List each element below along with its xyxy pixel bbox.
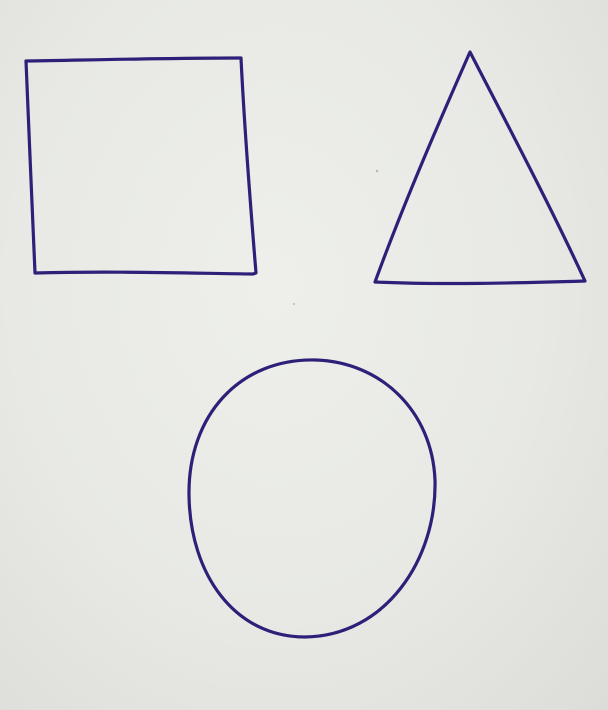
triangle-shape: [373, 50, 587, 286]
paper-speck: [293, 303, 295, 305]
paper-speck: [375, 169, 379, 173]
circle-shape: [187, 358, 437, 639]
square-shape: [24, 56, 258, 276]
